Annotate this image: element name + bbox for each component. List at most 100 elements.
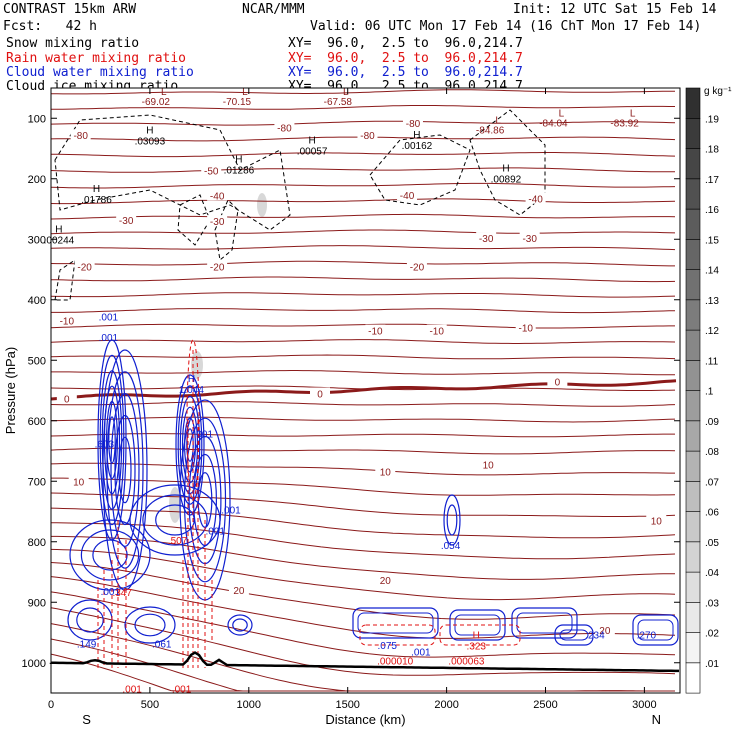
isotherm-label-bg [70, 129, 91, 141]
colorbar-segment [685, 148, 701, 180]
rain-label: .507 [168, 536, 188, 547]
plot-frame [50, 87, 681, 694]
colorbar-segment [685, 299, 701, 331]
snow-contour-4 [214, 199, 239, 261]
cloud-water-label: .001 [411, 647, 431, 658]
cloud-water-contour [114, 414, 136, 526]
cloud-water-contour [554, 624, 594, 646]
maximum-marker: H [188, 374, 195, 385]
isotherm-label-bg [56, 392, 77, 404]
x-tick-label: 3000 [632, 699, 656, 711]
isotherm-label: 10 [73, 477, 85, 488]
isotherm [50, 182, 676, 189]
colorbar-tick-label: .09 [705, 417, 719, 428]
isotherm [50, 401, 676, 407]
isotherm-label: -80 [360, 131, 375, 142]
cloud-water-label: .054 [441, 541, 461, 552]
isotherm [50, 198, 676, 205]
forecast-hour: Fcst: 42 h [3, 19, 97, 34]
isotherm-label: -10 [518, 324, 533, 335]
cloud-water-contour [92, 539, 128, 571]
cloud-water-contour [227, 614, 253, 636]
isotherm-label: -30 [522, 234, 537, 245]
colorbar-segment [685, 571, 701, 603]
cloud-water-contour [80, 529, 140, 581]
snow-maximum-label: .03093 [135, 136, 166, 147]
isotherm-label-bg [525, 192, 546, 204]
cloud-water-label: .001 [221, 505, 241, 516]
rain-label: .347 [112, 588, 132, 599]
x-tick-label: 500 [141, 699, 159, 711]
cloud-water-contour [446, 504, 458, 536]
isotherm [50, 548, 676, 601]
snow-maximum-label: .01786 [81, 195, 112, 206]
isotherm-label-bg [207, 260, 228, 272]
cloud-water-contour [76, 607, 104, 633]
isotherm [50, 447, 676, 455]
isotherm-label-bg [397, 189, 418, 201]
colorbar-segment [685, 480, 701, 512]
y-tick-label: 700 [28, 476, 46, 488]
isotherm-label: -40 [528, 195, 543, 206]
cloud-water-label: .075 [378, 641, 398, 652]
snow-maximum-label: .00244 [44, 235, 75, 246]
colorbar-segment [685, 632, 701, 664]
isotherm-label: -80 [73, 131, 88, 142]
init-time: Init: 12 UTC Sat 15 Feb 14 [513, 2, 717, 17]
cloud-water-contour [124, 606, 176, 644]
isotherm-label: -10 [60, 316, 75, 327]
isotherm-label-bg [594, 624, 615, 636]
snow-maximum-label: .00162 [402, 141, 433, 152]
isotherm-label-bg [426, 324, 447, 336]
cloud-water-contour [516, 612, 573, 634]
colorbar-segment [685, 450, 701, 482]
isotherm-label: -40 [210, 192, 225, 203]
colorbar-segment [685, 601, 701, 633]
colorbar-tick-label: .06 [705, 508, 719, 519]
colorbar-tick-label: .02 [705, 629, 719, 640]
isotherm [50, 507, 676, 539]
x-axis-label: Distance (km) [325, 712, 405, 727]
x-end-label-south: S [82, 712, 91, 727]
minimum-marker: L [343, 87, 349, 98]
valid-time: Valid: 06 UTC Mon 17 Feb 14 (16 ChT Mon … [310, 19, 702, 34]
field-xy-cloud-water: XY= 96.0, 2.5 to 96.0,214.7 [288, 65, 523, 80]
snow-contour-5 [54, 258, 76, 301]
isotherm-label: -30 [479, 234, 494, 245]
field-xy-rain: XY= 96.0, 2.5 to 96.0,214.7 [288, 51, 523, 66]
isotherm-label-bg [74, 260, 95, 272]
minimum-marker: L [495, 115, 501, 126]
maximum-marker: H [502, 163, 509, 174]
isotherm [50, 152, 676, 158]
rain-label: .001 [122, 684, 142, 695]
isotherm-label: -20 [210, 262, 225, 273]
isotherm-label-bg [547, 375, 568, 387]
isotherm-label: 0 [64, 394, 70, 405]
x-tick-label: 1500 [335, 699, 359, 711]
cloud-water-contour [179, 395, 201, 495]
cloud-water-contour [352, 607, 439, 639]
colorbar-segment [685, 662, 701, 694]
isotherm [50, 120, 676, 126]
isotherm-label: -80 [277, 123, 292, 134]
field-label-snow: Snow mixing ratio [6, 36, 140, 51]
isotherm [50, 105, 675, 110]
maximum-marker: H [55, 224, 62, 235]
isotherm [51, 535, 676, 580]
rain-label: .323 [467, 641, 487, 652]
colorbar-segment [685, 87, 701, 119]
field-label-cloud-water: Cloud water mixing ratio [6, 65, 194, 80]
cloud-water-contour [443, 494, 461, 546]
isotherm [50, 576, 676, 639]
colorbar-segment [685, 239, 701, 270]
maximum-marker: H [146, 125, 153, 136]
colorbar-tick-label: .03 [705, 598, 719, 609]
center-label: NCAR/MMM [242, 2, 305, 17]
cloud-water-contour [357, 612, 434, 634]
colorbar-tick-label: .12 [705, 326, 719, 337]
colorbar-tick-label: .04 [705, 568, 719, 579]
cloud-water-contour [177, 385, 203, 505]
field-label-rain: Rain water mixing ratio [6, 51, 187, 66]
isotherm-label: -10 [429, 327, 444, 338]
isotherm-label: 20 [380, 576, 392, 587]
